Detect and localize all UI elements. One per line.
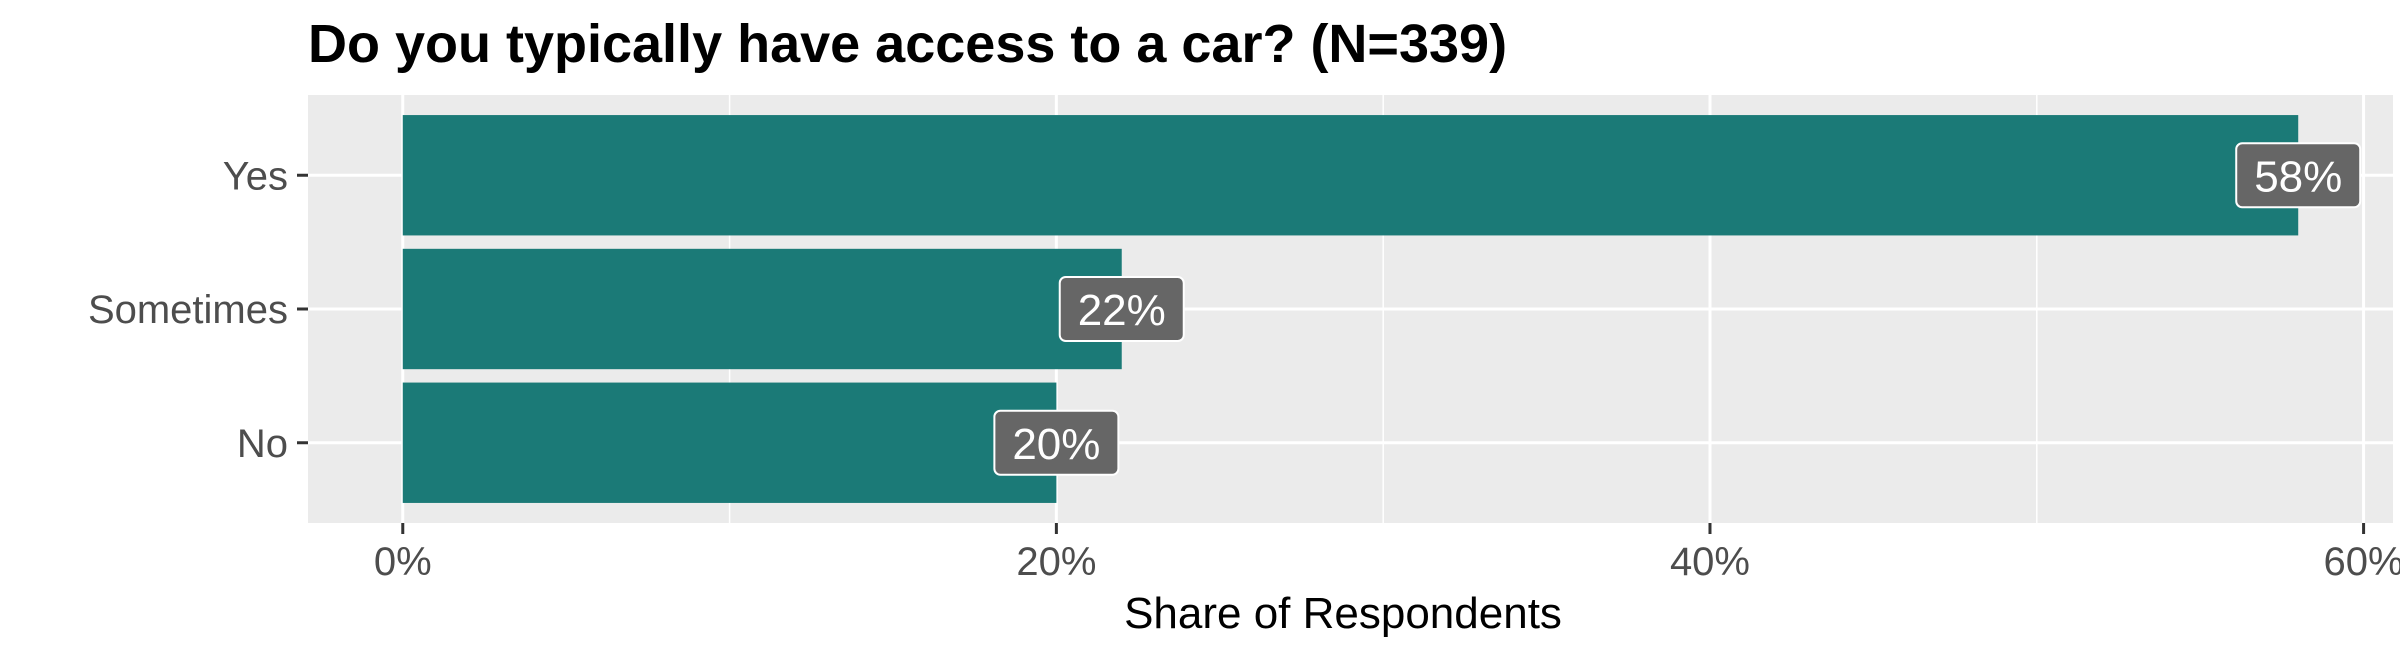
data-label-group: 58% — [2235, 142, 2362, 209]
data-label: 58% — [2254, 152, 2342, 201]
data-label-group: 22% — [1058, 276, 1185, 342]
x-tick-label: 60% — [2324, 540, 2400, 584]
x-axis: 0% 20% 40% 60% — [374, 523, 2400, 584]
bars — [402, 115, 2299, 503]
data-label-group: 20% — [993, 409, 1120, 476]
data-label-box — [1058, 276, 1185, 342]
data-label-box — [993, 409, 1120, 476]
bar-yes — [402, 115, 2299, 236]
bar-sometimes — [402, 248, 1122, 370]
x-axis-title: Share of Respondents — [1124, 589, 1562, 638]
data-labels: 58% 22% 20% — [993, 142, 2362, 476]
y-axis: Yes Sometimes No — [88, 154, 308, 466]
data-label: 22% — [1078, 286, 1166, 335]
y-tick-label: Yes — [223, 154, 288, 198]
x-tick-label: 0% — [374, 540, 432, 584]
bar-no — [402, 382, 1057, 503]
y-tick-label: No — [237, 422, 288, 466]
x-tick-label: 40% — [1670, 540, 1750, 584]
data-label: 20% — [1012, 420, 1100, 469]
chart-title: Do you typically have access to a car? (… — [308, 14, 1507, 74]
data-label-box — [2235, 142, 2362, 209]
x-tick-label: 20% — [1016, 540, 1096, 584]
y-tick-label: Sometimes — [88, 288, 288, 332]
